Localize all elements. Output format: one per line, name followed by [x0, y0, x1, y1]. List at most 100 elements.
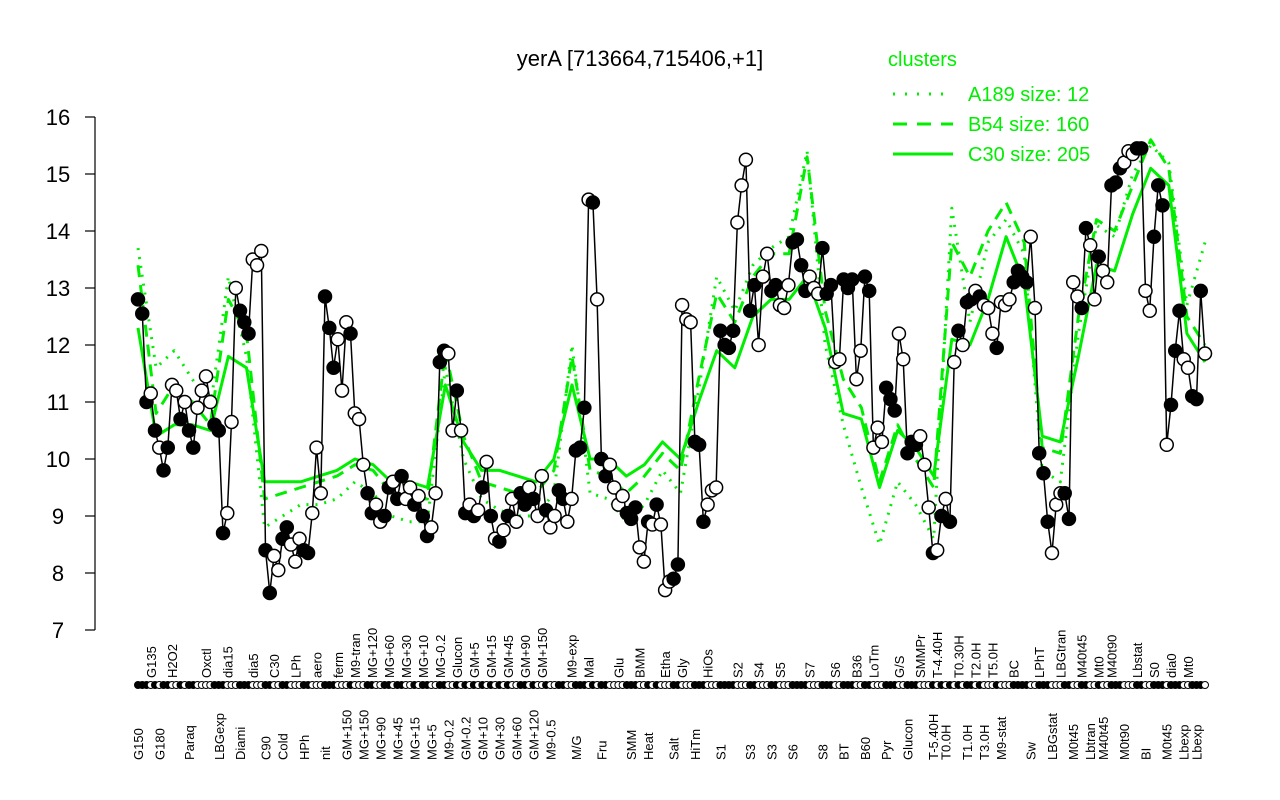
x-tick-label: T3.0H	[977, 725, 992, 760]
y-tick-label: 16	[46, 105, 70, 130]
x-tick-label: GM+150	[535, 628, 550, 678]
data-point	[895, 352, 911, 367]
x-tick-label: S5	[773, 662, 788, 678]
data-point	[1163, 397, 1179, 413]
x-tick-label: C30	[267, 654, 282, 678]
x-tick-label: LoTm	[866, 645, 881, 678]
data-point	[1172, 303, 1187, 319]
x-tick-label: BT	[837, 743, 852, 760]
x-tick-label: M9-tran	[348, 633, 363, 678]
x-tick-label: H2O2	[165, 644, 180, 678]
x-tick-labels: G150 G135 G180 H2O2 Paraq Oxctl LBGexp dia15 Dia…	[131, 628, 1205, 760]
data-point	[309, 440, 324, 455]
legend-title: clusters	[888, 49, 957, 71]
data-point	[181, 423, 197, 438]
x-tick-label: M9-exp	[565, 635, 580, 678]
data-point	[177, 394, 193, 410]
x-tick-label: Diami	[233, 727, 248, 760]
data-point	[985, 326, 1000, 341]
data-point	[674, 297, 690, 313]
x-tick-label: Lbtran	[1083, 723, 1098, 760]
data-point	[636, 554, 652, 569]
data-point	[742, 303, 758, 319]
data-point	[334, 383, 350, 398]
data-point	[496, 523, 511, 538]
data-point	[606, 480, 622, 495]
data-point	[938, 491, 953, 507]
expression-series	[130, 141, 1213, 601]
chart-title: yerA [713664,715406,+1]	[517, 46, 764, 71]
data-point	[215, 525, 231, 541]
x-tick-label: MG+90	[373, 717, 388, 760]
data-point	[815, 240, 830, 256]
x-tick-label: S1	[713, 744, 728, 760]
data-point	[832, 352, 847, 367]
x-tick-label: S7	[803, 662, 818, 678]
x-tick-label: LBGtran	[1054, 630, 1069, 678]
cluster-line-c30	[136, 166, 1207, 489]
cluster-line-a189	[136, 144, 1207, 546]
data-point	[1027, 300, 1043, 316]
x-tick-label: MG-0.2	[433, 635, 448, 678]
x-tick-label: Glucon	[900, 719, 915, 760]
x-tick-label: MG+5	[424, 724, 439, 760]
data-point	[564, 491, 579, 507]
data-point	[509, 514, 524, 529]
legend-label-b54: B54 size: 160	[968, 114, 1089, 136]
x-tick-label: BMM	[633, 648, 648, 678]
data-point	[262, 585, 278, 601]
data-point	[759, 246, 775, 262]
data-point	[526, 491, 541, 507]
x-tick-label: Fru	[594, 741, 609, 761]
data-point	[589, 292, 605, 307]
data-point	[1074, 300, 1089, 316]
data-point	[1142, 303, 1157, 319]
data-point	[1061, 511, 1077, 527]
data-point	[147, 423, 163, 438]
x-tick-label: G/S	[892, 655, 907, 678]
x-tick-label: M9-0.2	[441, 720, 456, 760]
data-point	[1036, 466, 1051, 481]
x-tick-label: GM-0.2	[458, 717, 473, 760]
x-tick-label: M/G	[569, 735, 584, 760]
data-point	[368, 497, 384, 512]
data-point	[955, 337, 970, 353]
data-point	[1031, 446, 1047, 461]
x-tick-label: GM+150	[339, 710, 354, 760]
y-axis: 7 8 9 10 11 12 13 14 15 16	[46, 105, 96, 643]
y-tick-label: 11	[47, 390, 70, 415]
data-point	[1150, 178, 1166, 193]
x-tick-label: BC	[1007, 660, 1022, 678]
data-point	[683, 314, 698, 330]
x-tick-label: Glucon	[450, 637, 465, 678]
x-tick-label: MG+45	[390, 717, 405, 760]
x-tick-label: GM+5	[467, 642, 482, 678]
x-tick-label: LBGexp	[212, 713, 227, 760]
data-point	[1159, 437, 1174, 452]
data-point	[475, 480, 490, 495]
data-point	[1138, 283, 1153, 299]
x-tick-label: MG+10	[416, 635, 431, 678]
x-tick-label: M9-0.5	[543, 720, 558, 760]
x-tick-label: Paraq	[182, 725, 197, 760]
x-tick-label: MG+150	[356, 710, 371, 760]
data-point	[560, 514, 575, 529]
data-point	[326, 360, 341, 376]
x-tick-label: Mt0	[1092, 656, 1107, 678]
x-tick-label: GM+30	[492, 717, 507, 760]
data-point	[572, 440, 588, 455]
data-point	[317, 289, 333, 304]
x-tick-label: B60	[858, 737, 873, 760]
data-point	[755, 269, 771, 284]
data-point	[891, 326, 907, 341]
data-point	[415, 508, 431, 524]
data-point	[708, 480, 724, 495]
data-point	[776, 300, 792, 316]
data-point	[696, 514, 711, 529]
data-point	[169, 383, 184, 398]
data-point	[615, 488, 630, 504]
x-tick-label: Pyr	[879, 740, 894, 760]
x-tick-label: S6	[828, 662, 843, 678]
data-point	[1189, 391, 1204, 407]
data-point	[194, 383, 210, 398]
